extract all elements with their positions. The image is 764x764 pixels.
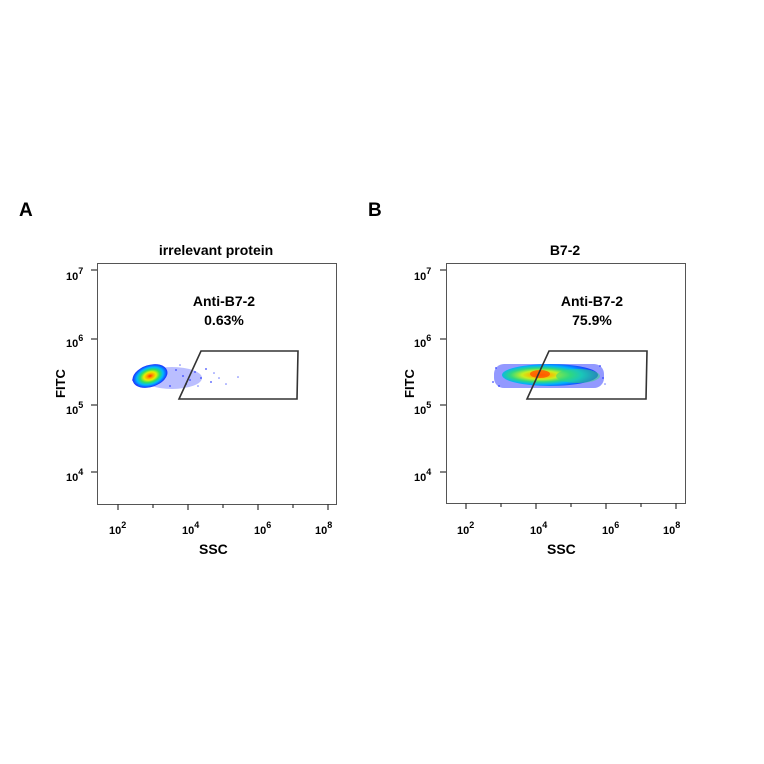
gate-label-a: Anti-B7-2 0.63%: [164, 292, 284, 330]
x-tick-a-1e4: 104: [182, 520, 200, 537]
x-tick-b-1e2: 102: [457, 520, 475, 537]
y-tick-b-1e6: 106: [414, 333, 432, 350]
y-tick-a-1e7: 107: [66, 266, 84, 283]
gate-percent-b: 75.9%: [572, 312, 612, 328]
y-tick-a-1e6: 106: [66, 333, 84, 350]
gate-percent-a: 0.63%: [204, 312, 244, 328]
plot-title-a: irrelevant protein: [158, 242, 274, 258]
plot-title-b: B7-2: [549, 242, 581, 258]
y-tick-b-1e5: 105: [414, 400, 432, 417]
gate-polygon-b: [525, 350, 648, 400]
y-tick-a-1e5: 105: [66, 400, 84, 417]
gate-label-b: Anti-B7-2 75.9%: [532, 292, 652, 330]
y-tick-b-1e7: 107: [414, 266, 432, 283]
x-tick-b-1e4: 104: [530, 520, 548, 537]
x-tick-a-1e2: 102: [109, 520, 127, 537]
axis-ticks-a: [91, 269, 329, 510]
panel-letter-b: B: [368, 200, 382, 221]
y-tick-b-1e4: 104: [414, 467, 432, 484]
density-population-b: [492, 364, 606, 388]
y-tick-a-1e4: 104: [66, 467, 84, 484]
panel-letter-a: A: [19, 200, 33, 221]
gate-polygon-a: [177, 350, 299, 400]
x-tick-a-1e6: 106: [254, 520, 272, 537]
x-tick-b-1e8: 108: [663, 520, 681, 537]
x-tick-b-1e6: 106: [602, 520, 620, 537]
x-axis-label-a: SSC: [199, 541, 228, 557]
gate-name-b: Anti-B7-2: [560, 293, 624, 309]
density-population-a: [132, 364, 239, 389]
axis-ticks-b: [440, 269, 677, 509]
x-tick-a-1e8: 108: [315, 520, 333, 537]
x-axis-label-b: SSC: [547, 541, 576, 557]
gate-name-a: Anti-B7-2: [192, 293, 256, 309]
